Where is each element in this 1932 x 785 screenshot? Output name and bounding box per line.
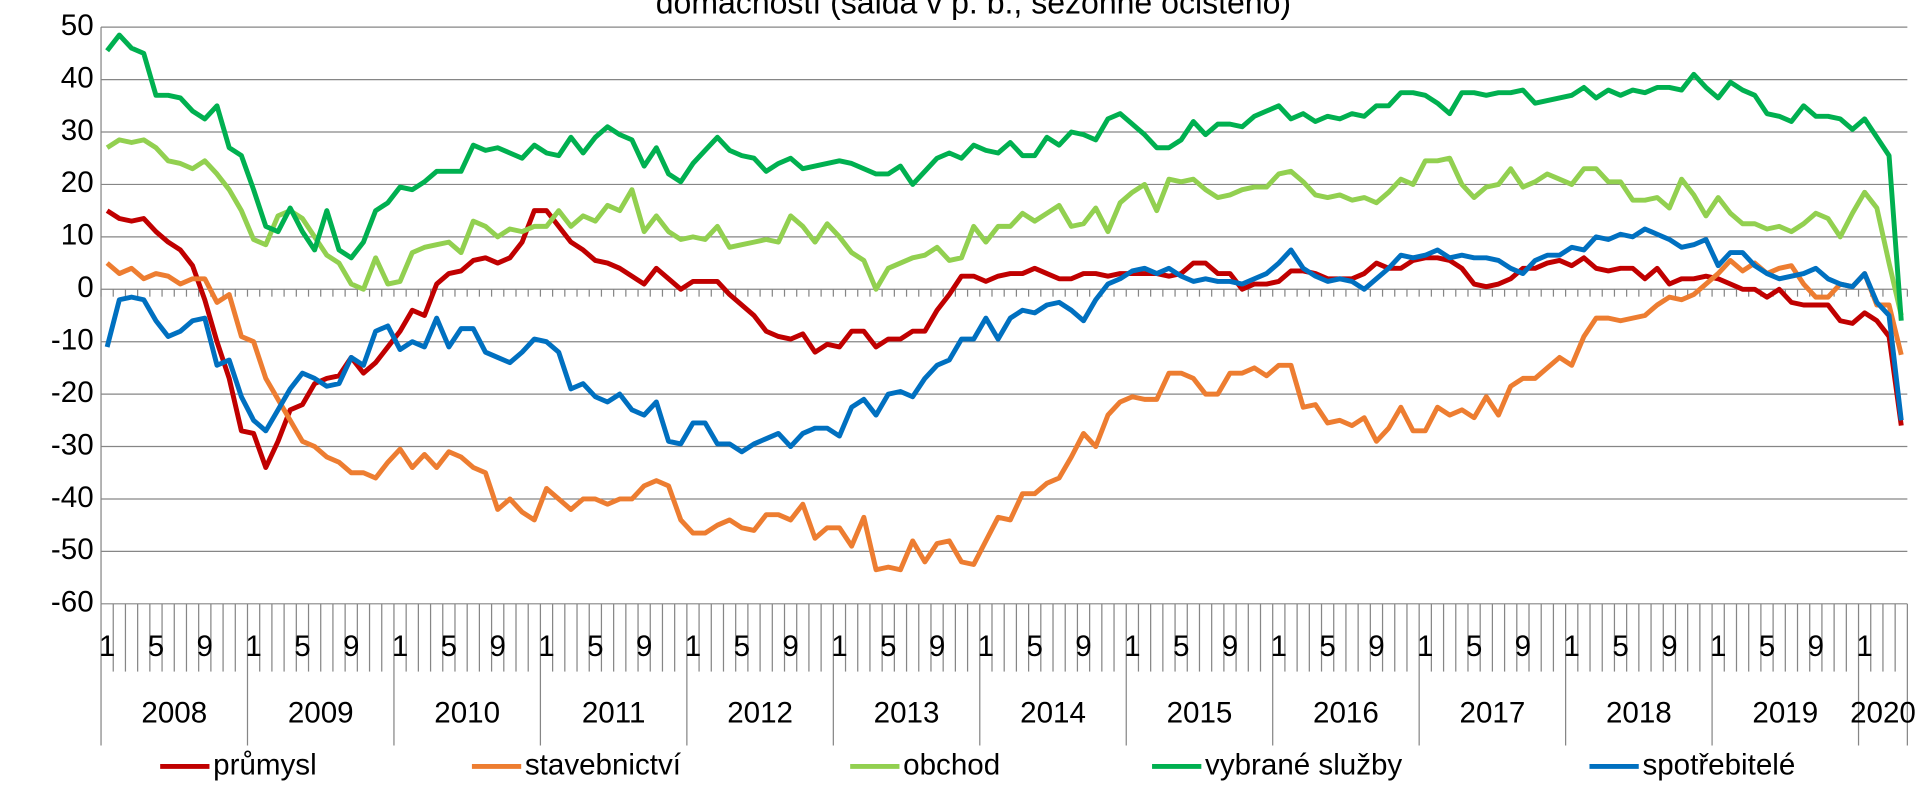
x-tick-label: 9 [197, 630, 213, 663]
x-tick-label: 1 [1417, 630, 1433, 663]
y-tick-label: -20 [51, 376, 94, 409]
legend-label: průmysl [213, 748, 316, 781]
year-label: 2009 [288, 697, 354, 730]
x-tick-label: 9 [929, 630, 945, 663]
x-tick-label: 9 [636, 630, 652, 663]
y-tick-label: 30 [61, 114, 94, 147]
series-line [105, 137, 1904, 317]
legend-label: spotřebitelé [1642, 748, 1795, 781]
x-tick-label: 1 [245, 630, 261, 663]
y-tick-label: 10 [61, 219, 94, 252]
series-line [105, 257, 1904, 573]
chart-title: domácností (salda v p. b., sezónně očišt… [656, 0, 1291, 20]
x-tick-label: 1 [1856, 630, 1872, 663]
year-label: 2014 [1020, 697, 1086, 730]
x-tick-label: 5 [1466, 630, 1482, 663]
x-tick-label: 9 [1222, 630, 1238, 663]
y-tick-label: -40 [51, 481, 94, 514]
year-label: 2008 [141, 697, 207, 730]
y-tick-label: -60 [51, 586, 94, 619]
legend-label: stavebnictví [525, 748, 682, 781]
x-tick-label: 5 [1759, 630, 1775, 663]
x-tick-label: 9 [1661, 630, 1677, 663]
year-label: 2017 [1460, 697, 1526, 730]
x-tick-label: 1 [392, 630, 408, 663]
year-label: 2019 [1752, 697, 1818, 730]
year-label: 2018 [1606, 697, 1672, 730]
y-tick-label: -30 [51, 428, 94, 461]
x-tick-label: 1 [99, 630, 115, 663]
x-tick-label: 5 [880, 630, 896, 663]
year-label: 2015 [1167, 697, 1233, 730]
x-tick-label: 5 [1026, 630, 1042, 663]
x-tick-label: 1 [978, 630, 994, 663]
y-tick-label: -10 [51, 324, 94, 357]
x-tick-label: 1 [1124, 630, 1140, 663]
x-tick-label: 1 [831, 630, 847, 663]
x-tick-label: 1 [685, 630, 701, 663]
y-tick-label: 0 [77, 271, 93, 304]
x-tick-label: 9 [1368, 630, 1384, 663]
x-tick-label: 1 [1271, 630, 1287, 663]
x-tick-label: 9 [1075, 630, 1091, 663]
series-line [105, 208, 1904, 470]
series-line [104, 226, 1904, 455]
y-tick-label: 50 [61, 9, 94, 42]
x-tick-label: 9 [489, 630, 505, 663]
x-tick-label: 5 [1173, 630, 1189, 663]
series-line [105, 32, 1904, 321]
year-label: 2011 [582, 697, 646, 730]
x-tick-label: 5 [587, 630, 603, 663]
x-tick-label: 5 [441, 630, 457, 663]
x-tick-label: 1 [1563, 630, 1579, 663]
legend-label: obchod [903, 748, 1000, 781]
x-tick-label: 5 [1319, 630, 1335, 663]
y-tick-label: -50 [51, 533, 94, 566]
y-tick-label: 40 [61, 61, 94, 94]
x-tick-label: 5 [148, 630, 164, 663]
x-tick-label: 5 [294, 630, 310, 663]
x-tick-label: 9 [343, 630, 359, 663]
year-label: 2016 [1313, 697, 1379, 730]
x-tick-label: 5 [734, 630, 750, 663]
x-tick-label: 1 [1710, 630, 1726, 663]
x-tick-label: 9 [782, 630, 798, 663]
x-tick-label: 9 [1808, 630, 1824, 663]
legend-label: vybrané služby [1205, 748, 1402, 781]
year-label: 2013 [874, 697, 940, 730]
x-tick-label: 1 [538, 630, 554, 663]
year-label: 2010 [434, 697, 500, 730]
x-tick-label: 9 [1515, 630, 1531, 663]
year-label: 2012 [727, 697, 793, 730]
y-tick-label: 20 [61, 166, 94, 199]
x-tick-label: 5 [1612, 630, 1628, 663]
year-label: 2020 [1850, 697, 1916, 730]
